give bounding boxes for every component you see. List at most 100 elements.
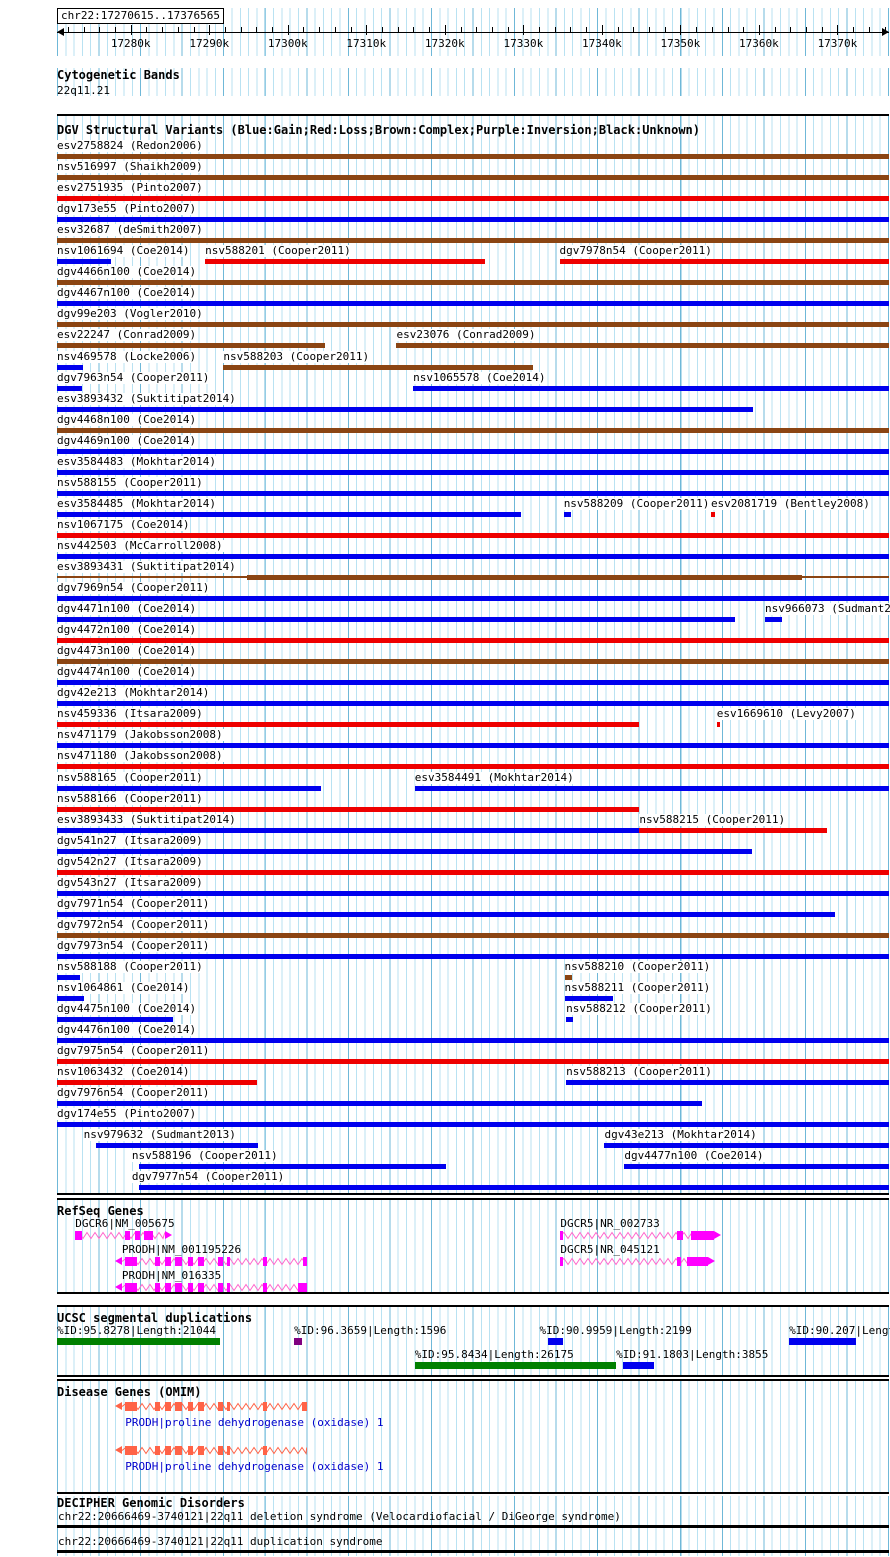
dgv-variant-label[interactable]: dgv7975n54 (Cooper2011) bbox=[57, 1044, 211, 1058]
gene-label[interactable]: PRODH|proline dehydrogenase (oxidase) 1 bbox=[125, 1460, 384, 1473]
segdup-label[interactable]: %ID:90.9959|Length:2199 bbox=[539, 1324, 692, 1337]
dgv-variant-bar[interactable] bbox=[57, 659, 889, 665]
dgv-variant-bar[interactable] bbox=[57, 911, 835, 917]
decipher-label[interactable]: chr22:20666469-3740121|22q11 duplication… bbox=[58, 1535, 383, 1548]
locus-box[interactable]: chr22:17270615..17376565 bbox=[57, 8, 224, 24]
dgv-variant-label[interactable]: dgv4471n100 (Coe2014) bbox=[57, 602, 198, 616]
dgv-variant-label[interactable]: esv2751935 (Pinto2007) bbox=[57, 181, 204, 195]
segdup-label[interactable]: %ID:96.3659|Length:1596 bbox=[294, 1324, 447, 1337]
dgv-variant-label[interactable]: nsv459336 (Itsara2009) bbox=[57, 707, 204, 721]
dgv-variant-bar[interactable] bbox=[57, 175, 889, 181]
dgv-variant-label[interactable]: nsv1063432 (Coe2014) bbox=[57, 1065, 191, 1079]
dgv-variant-label[interactable]: esv3893431 (Suktitipat2014) bbox=[57, 560, 237, 573]
dgv-variant-bar[interactable] bbox=[414, 785, 889, 791]
dgv-variant-bar[interactable] bbox=[57, 785, 321, 791]
dgv-variant-label[interactable]: esv3893433 (Suktitipat2014) bbox=[57, 812, 237, 826]
dgv-variant-label[interactable]: dgv4468n100 (Coe2014) bbox=[57, 412, 198, 426]
dgv-variant-bar[interactable] bbox=[57, 343, 325, 349]
dgv-variant-bar[interactable] bbox=[57, 385, 82, 391]
dgv-variant-label[interactable]: esv3584485 (Mokhtar2014) bbox=[57, 496, 217, 510]
dgv-variant-label[interactable]: nsv1064861 (Coe2014) bbox=[57, 981, 191, 994]
dgv-variant-bar[interactable] bbox=[57, 259, 112, 265]
dgv-variant-bar[interactable] bbox=[57, 322, 889, 328]
dgv-variant-bar[interactable] bbox=[57, 406, 754, 412]
gene-model[interactable]: DGCR5|NR_045121 bbox=[57, 1244, 889, 1268]
dgv-variant-label[interactable]: dgv7969n54 (Cooper2011) bbox=[57, 581, 211, 595]
dgv-variant-label[interactable]: nsv588188 (Cooper2011) bbox=[57, 959, 204, 973]
dgv-variant-bar[interactable] bbox=[563, 511, 572, 517]
dgv-variant-label[interactable]: dgv4476n100 (Coe2014) bbox=[57, 1023, 198, 1037]
dgv-variant-label[interactable]: nsv588209 (Cooper2011) bbox=[563, 496, 711, 510]
dgv-variant-label[interactable]: dgv4469n100 (Coe2014) bbox=[57, 433, 198, 447]
dgv-variant-label[interactable]: dgv4472n100 (Coe2014) bbox=[57, 623, 198, 637]
dgv-variant-bar[interactable] bbox=[57, 1122, 889, 1128]
segdup-label[interactable]: %ID:90.207|Length bbox=[789, 1324, 890, 1337]
dgv-variant-bar[interactable] bbox=[57, 1017, 174, 1023]
dgv-variant-bar[interactable] bbox=[57, 596, 889, 602]
dgv-variant-bar[interactable] bbox=[57, 974, 81, 980]
segdup-bar[interactable] bbox=[547, 1338, 563, 1345]
gene-label[interactable]: PRODH|proline dehydrogenase (oxidase) 1 bbox=[125, 1416, 384, 1429]
dgv-variant-bar[interactable] bbox=[57, 238, 889, 244]
gene-model[interactable]: PRODH|proline dehydrogenase (oxidase) 1 bbox=[57, 1445, 889, 1477]
dgv-variant-bar[interactable] bbox=[57, 617, 736, 623]
dgv-variant-bar[interactable] bbox=[57, 532, 889, 538]
dgv-variant-bar[interactable] bbox=[57, 1059, 889, 1065]
dgv-variant-bar[interactable] bbox=[138, 1164, 447, 1170]
dgv-variant-bar[interactable] bbox=[57, 217, 889, 223]
dgv-variant-label[interactable]: nsv966073 (Sudmant201 bbox=[765, 603, 890, 616]
dgv-variant-label[interactable]: dgv541n27 (Itsara2009) bbox=[57, 833, 204, 847]
dgv-variant-bar[interactable] bbox=[57, 301, 889, 307]
dgv-variant-label[interactable]: nsv588212 (Cooper2011) bbox=[566, 1002, 713, 1016]
dgv-variant-bar[interactable] bbox=[57, 280, 889, 286]
dgv-variant-bar[interactable] bbox=[96, 1143, 259, 1149]
dgv-variant-bar[interactable] bbox=[223, 364, 533, 370]
dgv-variant-label[interactable]: dgv4466n100 (Coe2014) bbox=[57, 265, 198, 279]
dgv-variant-label[interactable]: dgv7973n54 (Cooper2011) bbox=[57, 938, 211, 952]
dgv-variant-label[interactable]: nsv588155 (Cooper2011) bbox=[57, 475, 204, 489]
dgv-variant-bar[interactable] bbox=[57, 680, 889, 686]
dgv-variant-label[interactable]: dgv7963n54 (Cooper2011) bbox=[57, 370, 211, 384]
dgv-variant-label[interactable]: dgv173e55 (Pinto2007) bbox=[57, 202, 198, 216]
segdup-bar[interactable] bbox=[622, 1362, 655, 1369]
dgv-variant-label[interactable]: esv3584491 (Mokhtar2014) bbox=[414, 770, 575, 784]
dgv-variant-bar[interactable] bbox=[205, 259, 486, 265]
dgv-variant-label[interactable]: esv22247 (Conrad2009) bbox=[57, 328, 198, 342]
dgv-variant-label[interactable]: nsv588213 (Cooper2011) bbox=[566, 1065, 713, 1079]
decipher-row[interactable]: chr22:20666469-3740121|22q11 duplication… bbox=[57, 1535, 889, 1557]
dgv-variant-bar[interactable] bbox=[57, 448, 889, 454]
dgv-variant-bar[interactable] bbox=[710, 511, 716, 517]
dgv-variant-label[interactable]: dgv4475n100 (Coe2014) bbox=[57, 1002, 198, 1016]
gene-label[interactable]: DGCR5|NR_045121 bbox=[560, 1243, 660, 1256]
dgv-variant-bar[interactable] bbox=[246, 575, 803, 580]
dgv-variant-bar[interactable] bbox=[624, 1164, 889, 1170]
decipher-label[interactable]: chr22:20666469-3740121|22q11 deletion sy… bbox=[58, 1510, 621, 1523]
dgv-variant-label[interactable]: dgv7972n54 (Cooper2011) bbox=[57, 917, 211, 931]
dgv-variant-label[interactable]: dgv42e213 (Mokhtar2014) bbox=[57, 686, 211, 700]
dgv-variant-bar[interactable] bbox=[765, 617, 782, 623]
decipher-row[interactable]: chr22:20666469-3740121|22q11 deletion sy… bbox=[57, 1510, 889, 1532]
dgv-variant-bar[interactable] bbox=[57, 553, 889, 559]
dgv-variant-bar[interactable] bbox=[57, 743, 889, 749]
dgv-variant-bar[interactable] bbox=[57, 154, 889, 159]
dgv-variant-bar[interactable] bbox=[564, 974, 572, 980]
dgv-variant-label[interactable]: esv2081719 (Bentley2008) bbox=[710, 496, 871, 510]
dgv-variant-bar[interactable] bbox=[396, 343, 889, 349]
dgv-variant-bar[interactable] bbox=[57, 764, 889, 770]
dgv-variant-bar[interactable] bbox=[57, 701, 889, 707]
dgv-variant-bar[interactable] bbox=[57, 1038, 889, 1044]
dgv-variant-label[interactable]: dgv543n27 (Itsara2009) bbox=[57, 875, 204, 889]
dgv-variant-bar[interactable] bbox=[57, 511, 522, 517]
dgv-variant-bar[interactable] bbox=[57, 722, 640, 728]
gene-model[interactable]: DGCR6|NM_005675 bbox=[57, 1218, 889, 1242]
segdup-label[interactable]: %ID:91.1803|Length:3855 bbox=[616, 1348, 769, 1361]
gene-model[interactable]: DGCR5|NR_002733 bbox=[57, 1218, 889, 1242]
dgv-variant-bar[interactable] bbox=[716, 722, 720, 728]
gene-label[interactable]: DGCR5|NR_002733 bbox=[560, 1217, 660, 1230]
dgv-variant-label[interactable]: nsv588201 (Cooper2011) bbox=[205, 244, 352, 258]
segdup-bar[interactable] bbox=[789, 1338, 856, 1345]
dgv-variant-bar[interactable] bbox=[57, 848, 752, 854]
dgv-variant-label[interactable]: dgv4474n100 (Coe2014) bbox=[57, 665, 198, 679]
dgv-variant-label[interactable]: dgv7977n54 (Cooper2011) bbox=[131, 1170, 286, 1184]
segdup-bar[interactable] bbox=[57, 1338, 221, 1345]
